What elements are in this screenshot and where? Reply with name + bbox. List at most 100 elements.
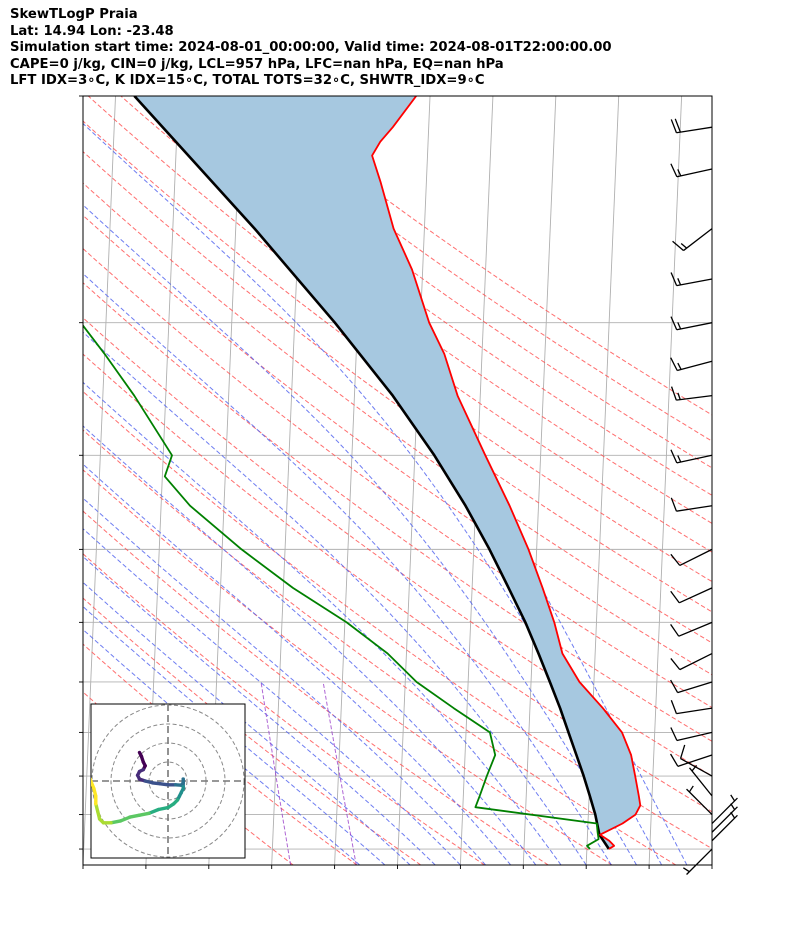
barb-staff: [676, 168, 713, 178]
dry-adiabat: [83, 214, 712, 676]
barb-flag: [670, 658, 681, 671]
wind-barb: [670, 118, 713, 134]
location-line: Lat: 14.94 Lon: -23.48: [10, 23, 174, 39]
wind-barb-column: [670, 118, 738, 875]
index-line: LFT IDX=3∘C, K IDX=15∘C, TOTAL TOTS=32∘C…: [10, 73, 485, 89]
barb-staff: [676, 707, 713, 715]
wind-barb: [670, 587, 713, 604]
dry-adiabat: [83, 247, 712, 709]
barb-staff: [683, 228, 713, 252]
dry-adiabat: [83, 469, 613, 865]
barb-staff: [711, 814, 738, 842]
barb-staff: [676, 126, 713, 134]
barb-flag: [670, 553, 681, 566]
moist-adiabat: [83, 463, 512, 865]
wind-barb: [670, 652, 713, 671]
barb-flag: [670, 624, 680, 637]
barb-half-flag: [677, 392, 681, 400]
isotherm-line: [711, 854, 712, 865]
barb-half-flag: [730, 794, 736, 802]
wind-barb: [670, 272, 713, 287]
moist-adiabat: [83, 381, 562, 865]
dry-adiabat: [83, 317, 712, 777]
hodograph-inset: [90, 703, 246, 859]
moist-adiabat: [83, 331, 587, 865]
dry-adiabat: [250, 96, 712, 416]
dry-adiabat: [83, 182, 712, 644]
barb-staff: [676, 395, 713, 401]
barb-flag: [672, 240, 684, 252]
hodograph-segment: [147, 807, 161, 815]
wind-barb: [670, 357, 713, 372]
barb-half-flag: [677, 362, 682, 370]
dry-adiabat: [83, 282, 712, 742]
wind-barb: [689, 764, 713, 797]
barb-staff: [679, 548, 713, 567]
barb-flag: [670, 497, 678, 512]
hodograph-segment: [91, 777, 96, 791]
barb-half-flag: [677, 169, 682, 177]
barb-half-flag: [677, 322, 682, 330]
moist-adiabat: [83, 555, 436, 865]
barb-half-flag: [688, 785, 694, 793]
barb-staff: [676, 505, 713, 512]
barb-staff: [711, 806, 738, 833]
shaded-area: [134, 96, 641, 849]
moist-adiabat: [83, 204, 637, 865]
moist-adiabat: [83, 272, 612, 865]
barb-staff: [677, 360, 713, 372]
dry-adiabat: [83, 390, 712, 850]
wind-barb: [670, 700, 713, 715]
isotherm-line: [522, 96, 557, 865]
isotherm-line: [648, 96, 683, 865]
barb-half-flag: [677, 455, 682, 463]
barb-flag: [679, 744, 686, 759]
parcel-profile-line: [133, 96, 610, 850]
isotherm-line: [20, 96, 53, 865]
barb-staff: [676, 322, 713, 331]
barb-staff: [689, 767, 713, 797]
barb-half-flag: [680, 242, 688, 249]
barb-flag: [670, 590, 680, 604]
moist-adiabat: [83, 425, 537, 865]
wind-barb: [711, 811, 738, 842]
isotherm-line: [83, 96, 116, 865]
axes: [79, 95, 713, 869]
barb-flag: [670, 163, 678, 178]
wind-barb: [670, 386, 713, 401]
barb-staff: [678, 587, 713, 604]
barb-flag: [670, 272, 678, 286]
wind-barb: [670, 727, 713, 742]
barb-flag: [670, 700, 678, 714]
dry-adiabat: [87, 96, 712, 553]
barb-staff: [686, 788, 713, 816]
moist-adiabat: [83, 581, 411, 865]
mixing-ratio-line: [260, 681, 292, 865]
barb-staff: [677, 754, 713, 767]
barb-staff: [676, 278, 713, 287]
barb-staff: [676, 454, 713, 464]
barb-flag: [670, 316, 678, 331]
barb-flag: [670, 119, 678, 134]
stability-line: CAPE=0 j/kg, CIN=0 j/kg, LCL=957 hPa, LF…: [10, 56, 504, 72]
temperature-line: [371, 96, 642, 850]
wind-barb: [670, 548, 713, 567]
moist-adiabat: [83, 605, 386, 865]
plot-grid: [20, 96, 712, 865]
barb-flag: [670, 386, 677, 401]
barb-flag: [670, 449, 678, 464]
dry-adiabat: [83, 553, 485, 865]
mixing-ratio-line: [322, 681, 357, 865]
wind-barb: [672, 228, 713, 252]
moist-adiabat: [157, 96, 688, 865]
barb-staff: [680, 758, 713, 777]
barb-staff: [711, 797, 738, 825]
chart-title: SkewTLogP Praia: [10, 7, 138, 22]
wind-barb: [670, 163, 713, 178]
barb-half-flag: [691, 764, 698, 772]
wind-barb: [711, 794, 738, 825]
barb-half-flag: [683, 867, 690, 873]
moist-adiabat: [83, 497, 486, 865]
profile-lines: [83, 96, 642, 850]
wind-barb: [679, 744, 713, 777]
